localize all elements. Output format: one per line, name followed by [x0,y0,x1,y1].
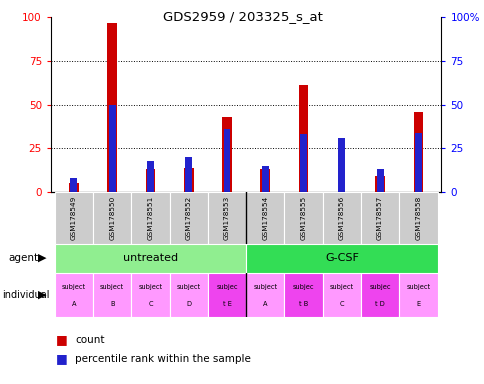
Text: agent: agent [9,253,39,263]
Bar [69,183,78,192]
Bar [338,138,345,192]
Text: percentile rank within the sample: percentile rank within the sample [75,354,251,364]
Text: ▶: ▶ [38,253,47,263]
Text: GSM178554: GSM178554 [262,196,268,240]
FancyBboxPatch shape [93,273,131,317]
FancyBboxPatch shape [208,273,245,317]
FancyBboxPatch shape [322,192,360,244]
Text: subject: subject [61,284,86,290]
Text: subject: subject [100,284,124,290]
Text: GSM178556: GSM178556 [338,196,344,240]
Text: C: C [148,301,152,308]
Bar [183,167,193,192]
Text: GDS2959 / 203325_s_at: GDS2959 / 203325_s_at [162,10,322,23]
FancyBboxPatch shape [360,192,398,244]
Bar [260,169,270,192]
Text: ■: ■ [56,333,67,346]
FancyBboxPatch shape [360,273,398,317]
FancyBboxPatch shape [245,244,437,273]
Text: ▶: ▶ [38,290,47,300]
FancyBboxPatch shape [208,192,245,244]
FancyBboxPatch shape [131,192,169,244]
Bar [298,85,308,192]
FancyBboxPatch shape [322,273,360,317]
Text: t B: t B [298,301,307,308]
Text: subjec: subjec [216,284,237,290]
FancyBboxPatch shape [93,192,131,244]
Bar [107,23,117,192]
Text: subject: subject [176,284,200,290]
FancyBboxPatch shape [55,273,93,317]
FancyBboxPatch shape [169,192,208,244]
Text: GSM178557: GSM178557 [377,196,382,240]
Text: GSM178555: GSM178555 [300,196,306,240]
FancyBboxPatch shape [169,273,208,317]
Bar [414,132,421,192]
Text: individual: individual [2,290,50,300]
Bar [375,176,384,192]
FancyBboxPatch shape [55,192,93,244]
Text: B: B [110,301,114,308]
Bar [413,112,423,192]
Bar [223,129,230,192]
Text: GSM178549: GSM178549 [71,196,77,240]
Bar [108,104,115,192]
Bar [70,178,77,192]
Text: GSM178552: GSM178552 [185,196,191,240]
FancyBboxPatch shape [284,273,322,317]
Text: D: D [186,301,191,308]
Text: t D: t D [375,301,384,308]
FancyBboxPatch shape [55,244,245,273]
Bar [376,169,383,192]
FancyBboxPatch shape [131,273,169,317]
Text: ■: ■ [56,353,67,366]
Text: subjec: subjec [369,284,390,290]
Text: GSM178553: GSM178553 [224,196,229,240]
Text: GSM178558: GSM178558 [414,196,421,240]
Text: subject: subject [329,284,353,290]
FancyBboxPatch shape [398,192,437,244]
Text: subjec: subjec [292,284,314,290]
FancyBboxPatch shape [284,192,322,244]
Bar [147,161,153,192]
Text: G-CSF: G-CSF [324,253,358,263]
Text: t E: t E [222,301,231,308]
Text: A: A [262,301,267,308]
FancyBboxPatch shape [245,192,284,244]
Text: C: C [339,301,344,308]
Text: untreated: untreated [122,253,178,263]
Bar [261,166,268,192]
FancyBboxPatch shape [245,273,284,317]
Text: GSM178550: GSM178550 [109,196,115,240]
Bar [185,157,192,192]
Text: GSM178551: GSM178551 [147,196,153,240]
Text: subject: subject [138,284,162,290]
Text: E: E [415,301,420,308]
Text: subject: subject [406,284,430,290]
Text: subject: subject [253,284,277,290]
Bar [300,134,306,192]
Text: A: A [72,301,76,308]
Bar [222,117,231,192]
Bar [145,169,155,192]
Text: count: count [75,335,105,345]
FancyBboxPatch shape [398,273,437,317]
